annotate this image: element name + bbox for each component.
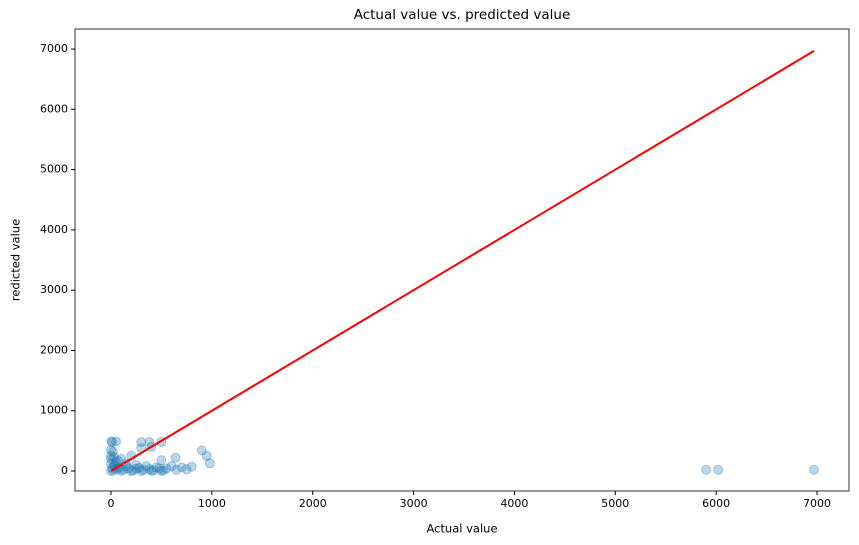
- point: [156, 455, 167, 466]
- point: [151, 462, 162, 473]
- point: [181, 464, 192, 475]
- x-tick-label: 7000: [803, 497, 831, 510]
- point: [701, 464, 712, 475]
- y-tick-label: 0: [61, 464, 68, 477]
- point: [204, 458, 215, 469]
- point: [138, 464, 149, 475]
- point: [131, 459, 142, 470]
- point: [126, 465, 137, 476]
- point: [111, 456, 122, 467]
- y-tick-label: 5000: [40, 163, 68, 176]
- x-tick-label: 4000: [500, 497, 528, 510]
- point: [134, 462, 145, 473]
- point: [809, 464, 820, 475]
- y-tick-label: 4000: [40, 223, 68, 236]
- point: [128, 465, 139, 476]
- point: [161, 463, 172, 474]
- point: [116, 453, 127, 464]
- point: [107, 437, 118, 448]
- point: [116, 465, 127, 476]
- point: [106, 450, 117, 461]
- point: [158, 465, 169, 476]
- point: [171, 464, 182, 475]
- point: [201, 450, 212, 461]
- x-tick-label: 6000: [702, 497, 730, 510]
- point: [118, 464, 129, 475]
- point: [106, 453, 117, 464]
- y-tick-label: 3000: [40, 283, 68, 296]
- point: [113, 455, 124, 466]
- point: [154, 463, 165, 474]
- x-tick-label: 0: [108, 497, 115, 510]
- point: [106, 444, 117, 455]
- reference-line: [110, 50, 815, 472]
- x-tick-label: 1000: [198, 497, 226, 510]
- point: [106, 458, 117, 469]
- point: [713, 464, 724, 475]
- x-tick-label: 2000: [299, 497, 327, 510]
- point: [166, 461, 177, 472]
- point: [176, 462, 187, 473]
- point: [144, 464, 155, 475]
- y-tick-label: 7000: [40, 42, 68, 55]
- y-tick-label: 2000: [40, 343, 68, 356]
- point: [123, 463, 134, 474]
- point: [186, 461, 197, 472]
- point: [108, 446, 119, 457]
- point: [106, 436, 117, 447]
- point: [109, 452, 120, 463]
- point: [144, 437, 155, 448]
- y-tick-label: 1000: [40, 404, 68, 417]
- x-tick-label: 5000: [601, 497, 629, 510]
- point: [136, 437, 147, 448]
- point: [170, 452, 181, 463]
- plot-frame: [74, 28, 850, 492]
- x-tick-label: 3000: [400, 497, 428, 510]
- point: [156, 465, 167, 476]
- point: [146, 465, 157, 476]
- point: [131, 463, 142, 474]
- point: [196, 445, 207, 456]
- point: [148, 465, 159, 476]
- point: [141, 461, 152, 472]
- y-tick-label: 6000: [40, 102, 68, 115]
- x-axis-label: Actual value: [426, 522, 497, 536]
- point: [136, 465, 147, 476]
- y-axis-label: redicted value: [9, 219, 23, 301]
- chart-title: Actual value vs. predicted value: [354, 7, 571, 23]
- point: [111, 436, 122, 447]
